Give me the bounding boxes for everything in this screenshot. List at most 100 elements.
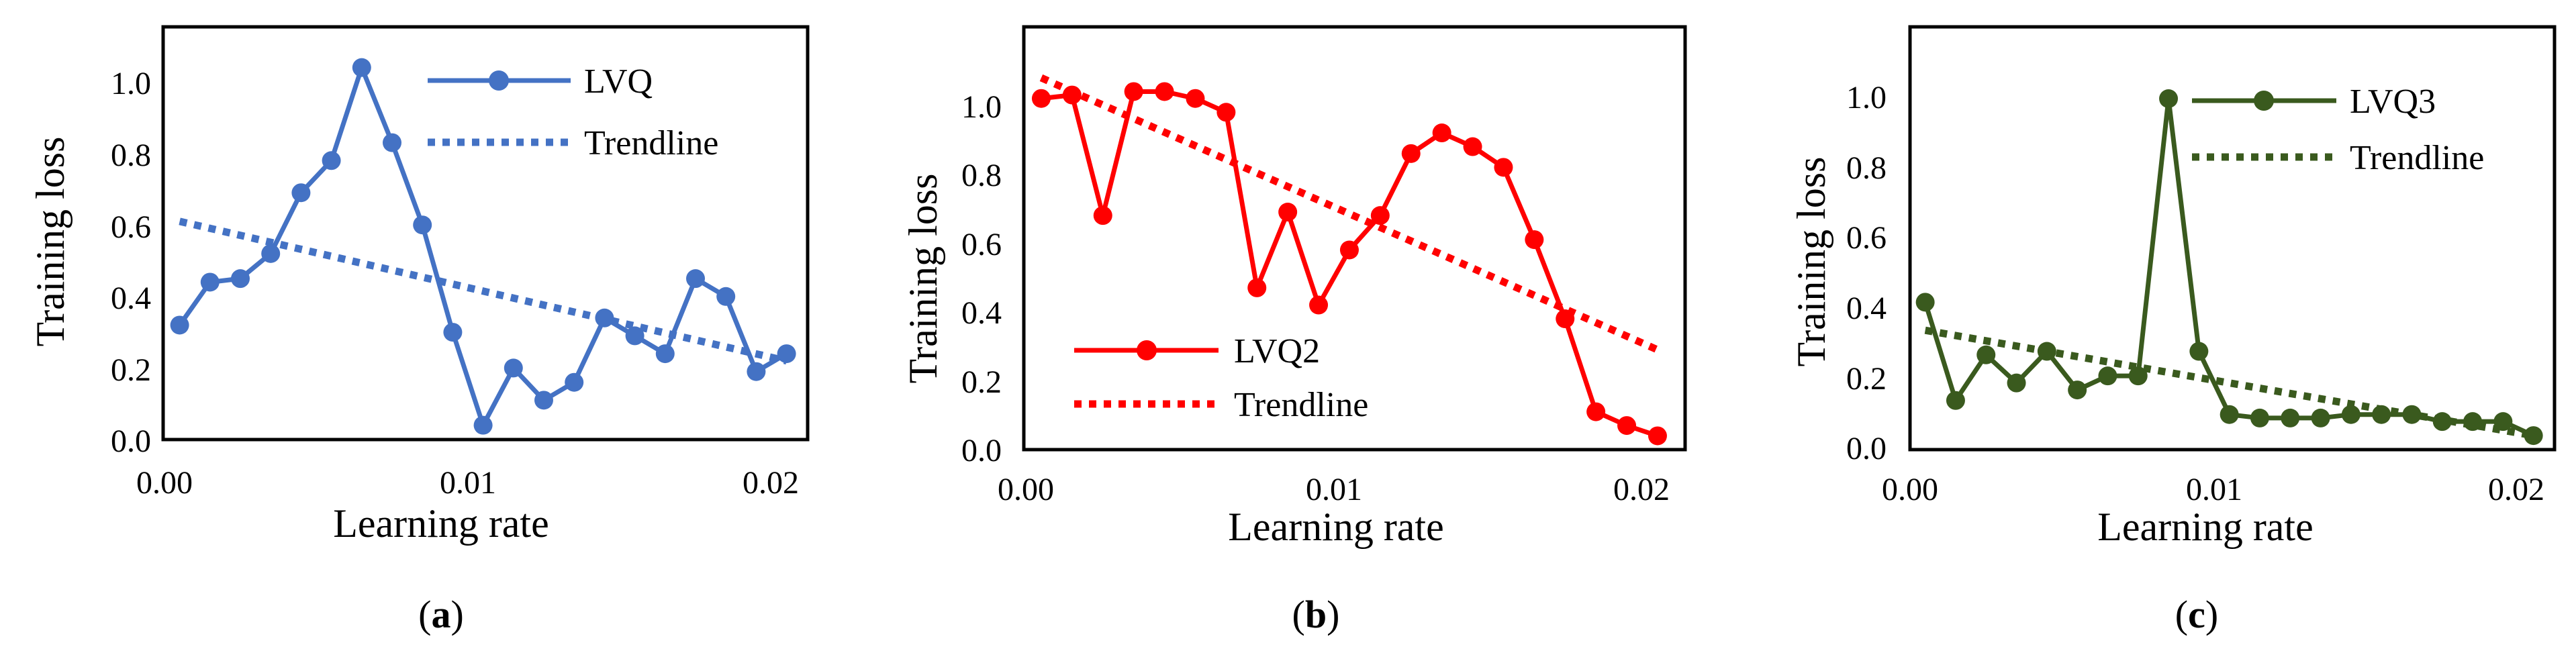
panel-a-ytick-3: 0.6 [111, 209, 151, 245]
panel-c-ytick-1: 0.2 [1846, 361, 1887, 397]
panel-a-point-20 [777, 344, 796, 364]
panel-a-point-3 [261, 244, 281, 263]
panel-a-point-1 [200, 272, 220, 292]
panel-b-point-5 [1186, 89, 1205, 108]
panel-b-ytick-3: 0.6 [961, 227, 1002, 262]
panel-c-point-20 [2524, 426, 2543, 446]
panel-b-point-18 [1586, 402, 1606, 421]
panel-a-ytick-4: 0.8 [111, 138, 151, 173]
panel-b-ylabel: Training loss [901, 174, 945, 384]
panel-b-point-11 [1370, 206, 1390, 225]
panel-c-point-8 [2159, 89, 2179, 108]
panel-a-label: (a) [418, 593, 464, 636]
panel-c-ytick-2: 0.4 [1846, 291, 1887, 326]
panel-a-point-19 [747, 362, 766, 381]
panel-a-point-4 [291, 183, 311, 203]
panel-a-legend-trend-label: Trendline [584, 124, 718, 162]
panel-c-xtick-0: 0.00 [1882, 472, 1938, 507]
panel-c-legend-trend-label: Trendline [2350, 139, 2484, 177]
panel-c-xtick-1: 0.01 [2186, 472, 2242, 507]
panel-a-ylabel: Training loss [28, 137, 73, 347]
panel-b-ytick-5: 1.0 [961, 89, 1002, 125]
panel-c-point-0 [1915, 293, 1935, 312]
panel-c-markers [1915, 89, 2543, 446]
panel-c-ytick-5: 1.0 [1846, 80, 1887, 115]
panel-b-label: (b) [1292, 593, 1340, 636]
panel-c-ytick-0: 0.0 [1846, 431, 1887, 466]
panel-c-point-5 [2068, 381, 2087, 400]
panel-b-point-12 [1401, 144, 1421, 163]
panel-a-point-7 [383, 133, 401, 152]
panel-c-point-10 [2220, 405, 2239, 424]
panel-b-xtick-1: 0.01 [1306, 472, 1362, 507]
panel-a: 0.0 0.2 0.4 0.6 0.8 1.0 0.00 0.01 0.02 L… [28, 25, 810, 636]
panel-b-legend-series-label: LVQ2 [1234, 332, 1320, 370]
panel-c-point-16 [2402, 405, 2422, 424]
panel-a-point-6 [352, 58, 371, 77]
panel-a-legend: LVQ Trendline [428, 62, 718, 162]
panel-a-ytick-2: 0.4 [111, 281, 151, 316]
panel-b-point-2 [1093, 206, 1112, 225]
panel-a-trendline [179, 217, 788, 365]
panel-c-point-15 [2372, 405, 2391, 424]
panel-b-point-17 [1556, 309, 1575, 329]
panel-c-point-7 [2128, 366, 2148, 386]
panel-b-point-19 [1617, 416, 1637, 436]
panel-a-point-18 [716, 287, 736, 306]
panel-b-ytick-4: 0.8 [961, 158, 1002, 193]
panel-c-point-4 [2037, 342, 2056, 361]
panel-b-point-9 [1309, 295, 1329, 315]
panel-c-point-9 [2189, 342, 2209, 361]
panel-a-point-15 [625, 326, 645, 346]
panel-c-ylabel: Training loss [1789, 157, 1833, 367]
panel-c-legend-series-marker [2254, 91, 2274, 111]
panel-b-xtick-0: 0.00 [998, 472, 1054, 507]
panel-b-ytick-0: 0.0 [961, 433, 1002, 468]
panel-a-point-5 [322, 151, 341, 170]
panel-c-point-13 [2311, 408, 2330, 427]
panel-c-ytick-3: 0.6 [1846, 220, 1887, 256]
panel-a-point-14 [595, 308, 614, 327]
panel-b-point-16 [1525, 230, 1544, 250]
panel-b-point-15 [1494, 158, 1513, 177]
panel-b-markers [1031, 82, 1667, 446]
panel-a-markers [170, 58, 796, 435]
panel-a-xtick-0: 0.00 [136, 465, 193, 501]
panel-a-point-17 [686, 269, 705, 289]
panel-b-legend-trend-label: Trendline [1234, 386, 1368, 424]
panel-b-point-4 [1155, 82, 1174, 101]
panel-a-point-0 [170, 315, 189, 335]
panel-b-ytick-2: 0.4 [961, 295, 1002, 331]
panel-c-point-19 [2493, 412, 2513, 432]
panel-c-point-17 [2432, 412, 2452, 432]
panel-a-frame [161, 25, 810, 442]
panel-a-point-10 [473, 415, 493, 435]
panel-b-label-close: ) [1327, 593, 1339, 636]
panel-a-legend-series-marker [489, 70, 509, 91]
panel-a-xtick-2: 0.02 [743, 465, 799, 501]
panel-a-yticks: 0.0 0.2 0.4 0.6 0.8 1.0 [111, 66, 151, 459]
panel-a-point-16 [655, 344, 675, 364]
panel-c-label-close: ) [2205, 593, 2218, 636]
panel-a-xticks: 0.00 0.01 0.02 [136, 465, 799, 501]
panel-b-point-6 [1217, 103, 1236, 122]
panel-a-label-close: ) [451, 593, 464, 636]
panel-b-xlabel: Learning rate [1228, 505, 1443, 549]
panel-b-ytick-1: 0.2 [961, 364, 1002, 400]
panel-c-label: (c) [2175, 593, 2218, 636]
panel-a-ytick-0: 0.0 [111, 423, 151, 459]
panel-a-point-13 [565, 372, 584, 392]
panel-b-point-8 [1278, 203, 1298, 222]
panel-b-point-1 [1062, 85, 1082, 105]
panel-b-label-open: ( [1292, 593, 1305, 636]
panel-c-point-1 [1946, 391, 1965, 410]
panel-b-point-7 [1247, 278, 1267, 297]
panel-c-point-2 [1976, 345, 1996, 364]
panel-a-label-open: ( [418, 593, 431, 636]
panel-b-frame [1022, 25, 1687, 452]
panel-b-trendline [1039, 74, 1660, 354]
panel-b-point-13 [1432, 123, 1451, 143]
panel-c-label-open: ( [2175, 593, 2188, 636]
panel-b-legend-series-marker [1137, 340, 1157, 360]
panel-b: 0.0 0.2 0.4 0.6 0.8 1.0 0.00 0.01 0.02 L… [901, 25, 1687, 636]
